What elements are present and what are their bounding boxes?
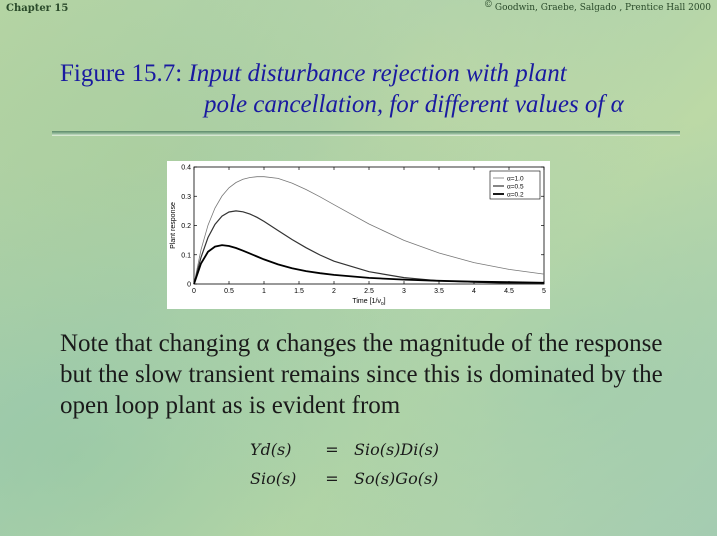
x-tick-label: 1: [262, 288, 266, 295]
x-tick-label: 4.5: [504, 288, 514, 295]
equation-1-equals: =: [325, 440, 339, 459]
y-tick-label: 0.4: [181, 165, 191, 172]
x-tick-label: 0.5: [224, 288, 234, 295]
y-tick-label: 0.1: [181, 252, 191, 259]
y-tick-label: 0: [187, 282, 191, 289]
x-axis-label-close: ]: [384, 298, 386, 305]
legend-label-3: α=0.2: [507, 191, 524, 198]
x-tick-label: 3: [402, 288, 406, 295]
figure-label: Figure 15.7:: [60, 60, 183, 87]
figure-title-line1: Input disturbance rejection with plant: [188, 60, 567, 87]
series-line-1: [193, 176, 545, 285]
x-tick-label: 4: [472, 288, 476, 295]
x-tick-label: 0: [192, 288, 196, 295]
equation-2-rhs: So(s)Go(s): [354, 469, 439, 488]
equation-2-lhs: Sio(s): [250, 469, 297, 488]
y-axis-label: Plant response: [170, 202, 177, 249]
title-divider: [52, 131, 680, 135]
x-axis-label-subscript: o: [381, 301, 384, 307]
copyright-text: Goodwin, Graebe, Salgado , Prentice Hall…: [494, 3, 711, 13]
series-line-2: [193, 210, 545, 285]
plant-response-chart: 0 0.5 1 1.5 2 2.5 3 3.5 4 4.5 5 0 0.1 0.2 0.3 0.4 α=1.0 α…: [167, 161, 550, 309]
x-tick-label: 3.5: [434, 288, 444, 295]
equation-1-rhs: Sio(s)Di(s): [354, 440, 440, 459]
x-tick-label: 1.5: [294, 288, 304, 295]
equation-2-equals: =: [325, 469, 339, 488]
copyright-notice: © Goodwin, Graebe, Salgado , Prentice Hal…: [483, 0, 711, 13]
equation-row-1: Yd(s) = Sio(s)Di(s): [250, 440, 439, 469]
body-paragraph: Note that changing α changes the magnitu…: [60, 330, 663, 419]
legend-label-2: α=0.5: [507, 183, 524, 190]
x-axis-label: Time [1/νo]: [352, 298, 385, 307]
y-tick-label: 0.2: [181, 223, 191, 230]
equation-block: Yd(s) = Sio(s)Di(s) Sio(s) = So(s)Go(s): [250, 440, 439, 498]
x-tick-label: 2.5: [364, 288, 374, 295]
series-line-3: [193, 244, 545, 285]
chapter-label: Chapter 15: [6, 3, 69, 14]
figure-title: Figure 15.7: Input disturbance rejection…: [60, 58, 700, 120]
x-tick-label: 2: [332, 288, 336, 295]
equation-row-2: Sio(s) = So(s)Go(s): [250, 469, 439, 498]
figure-title-line2: pole cancellation, for different values …: [204, 91, 624, 118]
y-tick-label: 0.3: [181, 194, 191, 201]
copyright-symbol: ©: [483, 0, 493, 10]
x-tick-label: 5: [542, 288, 546, 295]
legend-label-1: α=1.0: [507, 175, 524, 182]
chart-svg: 0 0.5 1 1.5 2 2.5 3 3.5 4 4.5 500.10.20.30.4α=1.0α…: [170, 165, 546, 308]
equation-1-lhs: Yd(s): [250, 440, 292, 459]
